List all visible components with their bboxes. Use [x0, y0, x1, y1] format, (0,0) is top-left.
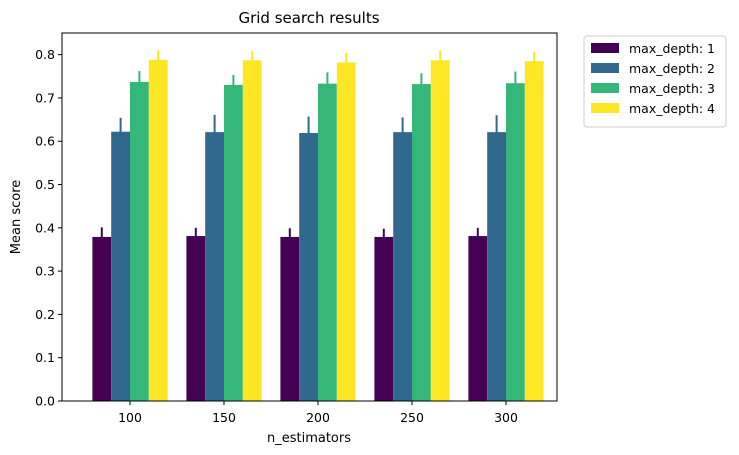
legend-label: max_depth: 1	[629, 41, 715, 56]
x-tick-label: 150	[212, 410, 236, 425]
legend-swatch	[591, 83, 619, 93]
bar	[412, 84, 431, 401]
plot-frame	[61, 32, 558, 402]
legend-swatch	[591, 63, 619, 73]
bar	[393, 132, 412, 401]
x-tick-label: 300	[494, 410, 518, 425]
legend-label: max_depth: 4	[629, 101, 715, 116]
x-axis: 100 150 200 250 300	[118, 401, 518, 425]
bar	[299, 133, 318, 401]
bar	[506, 83, 525, 401]
bar	[205, 132, 224, 401]
y-axis-label: Mean score	[9, 180, 24, 254]
y-tick-label: 0.0	[35, 394, 55, 409]
bar	[280, 236, 300, 401]
bar	[336, 62, 356, 401]
legend-swatch	[591, 43, 619, 53]
legend: max_depth: 1 max_depth: 2 max_depth: 3 max_…	[583, 35, 727, 128]
bar	[242, 60, 262, 401]
y-tick-label: 0.7	[35, 90, 55, 105]
y-tick-label: 0.5	[35, 177, 55, 192]
bar	[111, 131, 130, 401]
bars-group	[92, 59, 544, 402]
y-tick-label: 0.1	[35, 350, 55, 365]
y-tick-label: 0.3	[35, 264, 55, 279]
y-tick-label: 0.2	[35, 307, 55, 322]
bar	[468, 236, 488, 401]
legend-frame	[583, 35, 727, 128]
bar	[186, 236, 206, 401]
bar	[374, 236, 394, 401]
y-axis: 0.0 0.1 0.2 0.3 0.4 0.5 0.6 0.7 0.8	[35, 47, 62, 409]
error-bars-group	[100, 50, 536, 247]
bar	[318, 83, 337, 402]
bar	[224, 84, 243, 401]
x-tick-label: 250	[400, 410, 424, 425]
y-tick-label: 0.6	[35, 134, 55, 149]
legend-label: max_depth: 2	[629, 61, 715, 76]
legend-swatch	[591, 103, 619, 113]
bar	[148, 59, 168, 402]
x-tick-label: 200	[306, 410, 330, 425]
bar	[487, 132, 506, 401]
bar	[524, 61, 544, 401]
x-axis-label: n_estimators	[267, 431, 351, 446]
y-tick-label: 0.8	[35, 47, 55, 62]
x-tick-label: 100	[118, 410, 142, 425]
bar	[430, 60, 450, 401]
bar	[130, 81, 149, 402]
chart-title: Grid search results	[238, 9, 379, 27]
y-tick-label: 0.4	[35, 220, 55, 235]
bar	[92, 236, 112, 401]
legend-label: max_depth: 3	[629, 81, 715, 96]
